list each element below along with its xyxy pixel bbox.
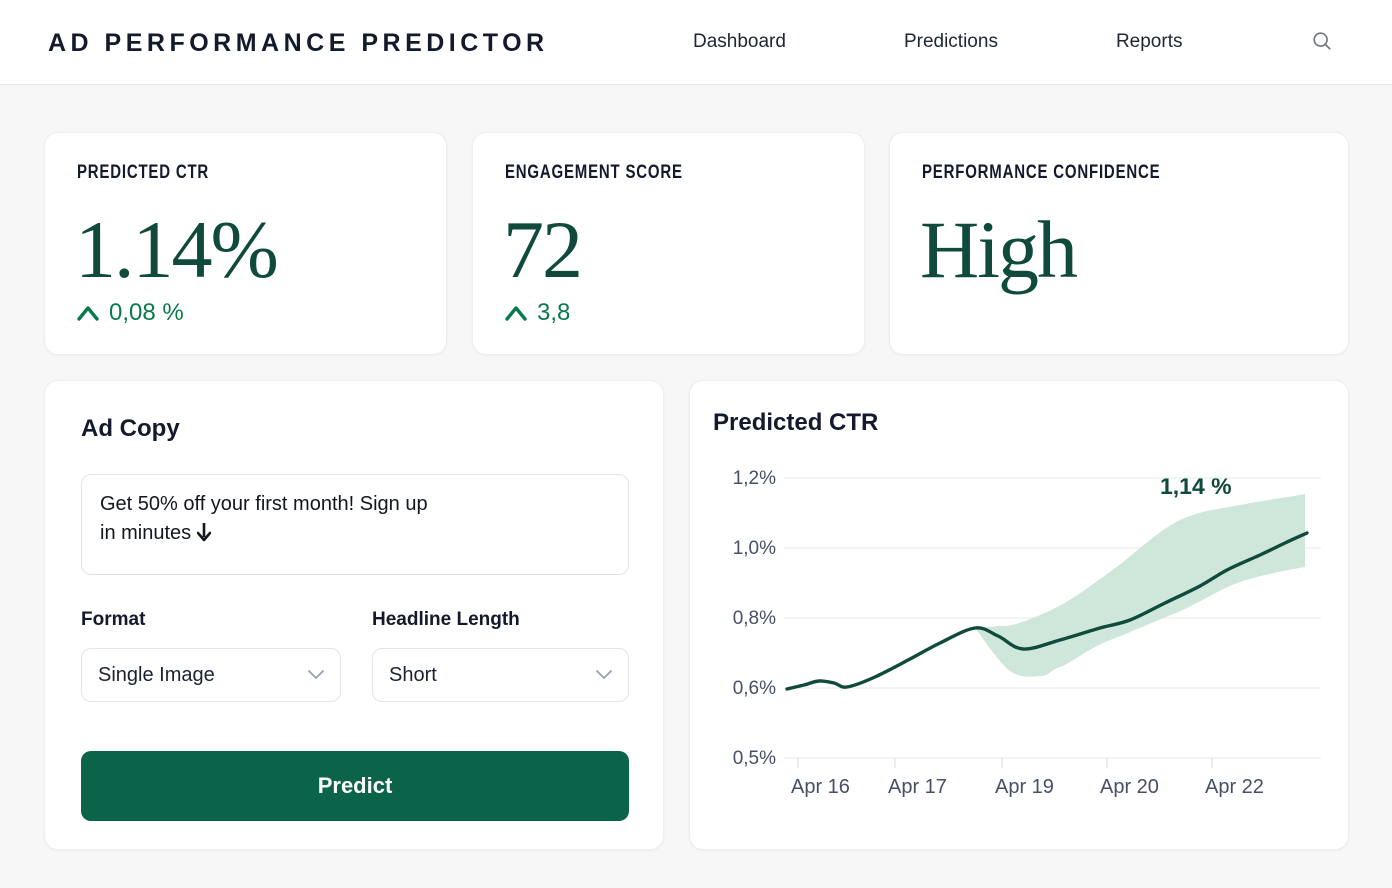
- svg-text:1,2%: 1,2%: [733, 468, 776, 489]
- svg-text:1,0%: 1,0%: [733, 538, 776, 559]
- svg-text:Apr 17: Apr 17: [888, 776, 947, 798]
- svg-text:0,8%: 0,8%: [733, 608, 776, 629]
- svg-text:0,5%: 0,5%: [733, 748, 776, 769]
- svg-text:Apr 19: Apr 19: [995, 776, 1054, 798]
- svg-text:0,6%: 0,6%: [733, 678, 776, 699]
- svg-text:Apr 22: Apr 22: [1205, 776, 1264, 798]
- svg-text:Apr 20: Apr 20: [1100, 776, 1159, 798]
- svg-text:Apr 16: Apr 16: [791, 776, 850, 798]
